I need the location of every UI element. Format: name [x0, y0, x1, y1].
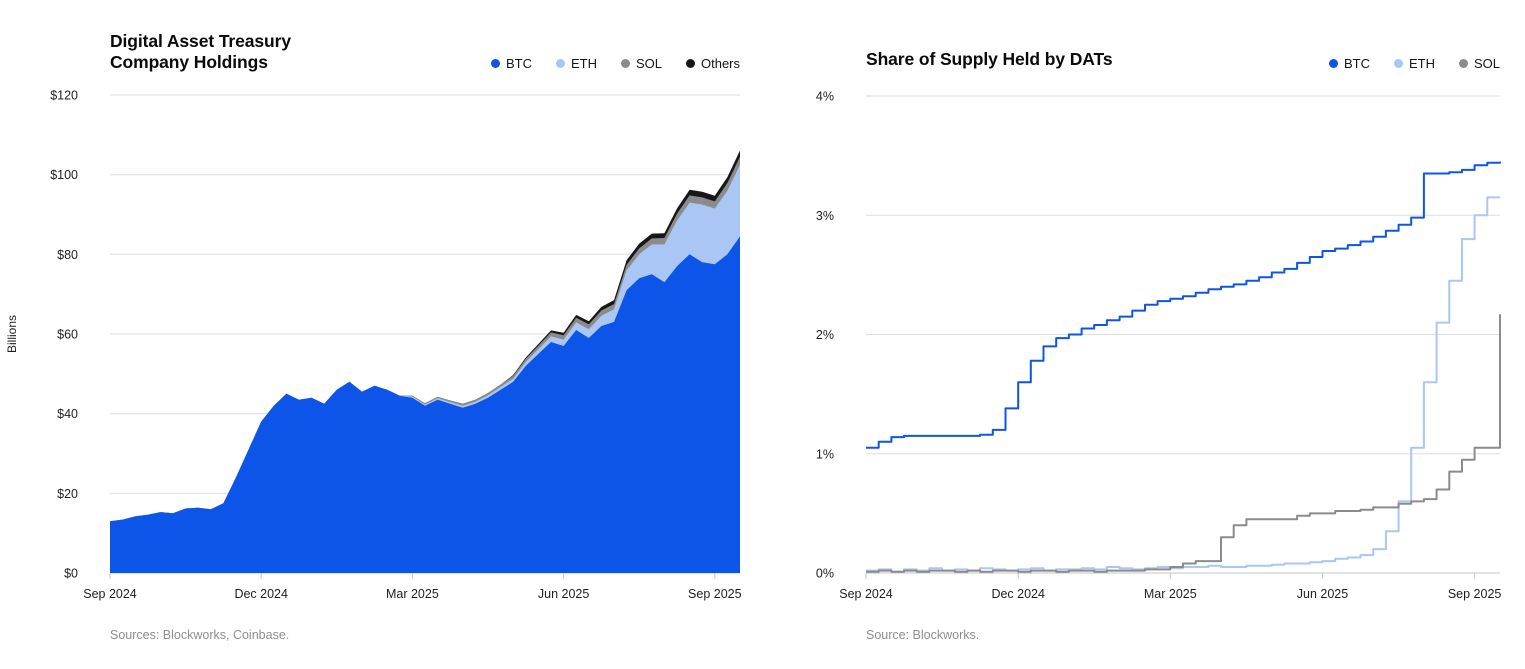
sol-legend-dot-icon — [1458, 59, 1468, 68]
y-tick-label: 1% — [816, 447, 834, 461]
legend-label-others: Others — [700, 56, 740, 71]
y-tick-label: $120 — [50, 89, 78, 103]
x-tick-label: Dec 2024 — [991, 587, 1045, 601]
legend-item-sol: SOL — [1458, 56, 1500, 71]
line-btc — [866, 161, 1501, 449]
x-tick-label: Sep 2025 — [1448, 587, 1502, 601]
btc-legend-dot-icon — [1328, 59, 1338, 68]
legend-item-btc: BTC — [490, 56, 532, 71]
holdings-stacked-area-chart: $0 $20 $40 $60 $80 $100 $120 Sep 2024 Dec 2024 Ma… — [50, 89, 742, 602]
legend-item-btc: BTC — [1328, 56, 1370, 71]
supply-share-chart-title: Share of Supply Held by DATs — [866, 49, 1113, 69]
holdings-chart-source: Sources: Blockworks, Coinbase. — [110, 628, 290, 642]
btc-legend-dot-icon — [490, 59, 500, 68]
supply-share-chart-panel: Share of Supply Held by DATs BTC ETH SOL 0… — [790, 0, 1525, 669]
x-tick-label: Sep 2024 — [83, 587, 137, 601]
holdings-chart-title-line2: Company Holdings — [110, 51, 268, 72]
y-tick-label: 3% — [816, 209, 834, 223]
legend-label-sol: SOL — [635, 56, 662, 71]
holdings-chart-title-line1: Digital Asset Treasury — [110, 31, 291, 51]
y-tick-label: $0 — [64, 567, 78, 581]
legend-item-eth: ETH — [1393, 56, 1435, 71]
line-eth — [866, 196, 1500, 573]
legend-label-eth: ETH — [1408, 56, 1435, 71]
others-legend-dot-icon — [685, 59, 695, 68]
legend-label-btc: BTC — [1343, 56, 1370, 71]
legend-item-sol: SOL — [620, 56, 662, 71]
y-tick-label: $60 — [57, 328, 78, 342]
line-sol — [866, 314, 1501, 573]
legend-label-btc: BTC — [505, 56, 532, 71]
eth-legend-dot-icon — [1393, 59, 1403, 68]
y-tick-label: $40 — [57, 407, 78, 421]
y-tick-label: 4% — [816, 90, 834, 104]
legend-label-eth: ETH — [570, 56, 597, 71]
x-tick-label: Dec 2024 — [234, 587, 288, 601]
y-tick-label: $100 — [50, 168, 78, 182]
x-tick-label: Mar 2025 — [386, 587, 439, 601]
y-tick-label: $80 — [57, 248, 78, 262]
legend-item-eth: ETH — [555, 56, 597, 71]
supply-share-line-chart: 0% 1% 2% 3% 4% Sep 2024 Dec 2024 Mar 2025 Jun 20… — [816, 90, 1502, 602]
x-tick-label: Sep 2024 — [839, 587, 893, 601]
area-btc — [110, 236, 740, 573]
holdings-chart-title: Digital Asset Treasury Company Holdings — [110, 31, 291, 72]
y-tick-label: 2% — [816, 328, 834, 342]
legend-item-others: Others — [685, 56, 740, 71]
x-tick-label: Sep 2025 — [688, 587, 742, 601]
supply-share-chart-legend: BTC ETH SOL — [1328, 56, 1500, 71]
x-tick-label: Jun 2025 — [1297, 587, 1348, 601]
holdings-chart-panel: Digital Asset Treasury Company Holdings … — [0, 0, 762, 669]
eth-legend-dot-icon — [555, 59, 565, 68]
supply-share-chart-source: Source: Blockworks. — [866, 628, 980, 642]
legend-label-sol: SOL — [1473, 56, 1500, 71]
x-tick-label: Mar 2025 — [1144, 587, 1197, 601]
holdings-chart-legend: BTC ETH SOL Others — [490, 56, 740, 71]
y-tick-label: $20 — [57, 487, 78, 501]
y-tick-label: 0% — [816, 567, 834, 581]
x-tick-label: Jun 2025 — [538, 587, 589, 601]
sol-legend-dot-icon — [620, 59, 630, 68]
